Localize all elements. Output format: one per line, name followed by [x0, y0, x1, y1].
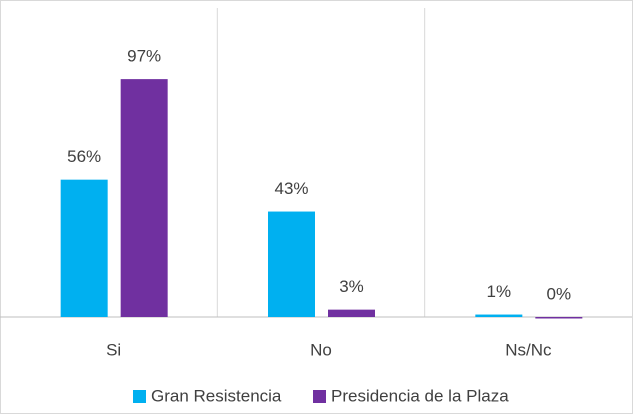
legend-label: Presidencia de la Plaza	[331, 386, 509, 405]
legend-label: Gran Resistencia	[151, 386, 282, 405]
data-label: 43%	[274, 179, 308, 198]
data-label: 56%	[67, 147, 101, 166]
x-tick-label: Ns/Nc	[505, 340, 552, 359]
data-label: 0%	[547, 284, 572, 303]
bar	[328, 309, 375, 317]
data-label: 97%	[127, 47, 161, 66]
data-label: 1%	[487, 282, 512, 301]
bar	[60, 179, 108, 317]
x-tick-label: Si	[106, 340, 121, 359]
legend-swatch	[133, 390, 146, 403]
bar	[475, 314, 523, 317]
bar	[120, 79, 168, 317]
x-tick-label: No	[310, 340, 332, 359]
bar	[535, 317, 583, 319]
legend-swatch	[313, 390, 326, 403]
data-label: 3%	[339, 277, 364, 296]
bar	[268, 211, 315, 317]
